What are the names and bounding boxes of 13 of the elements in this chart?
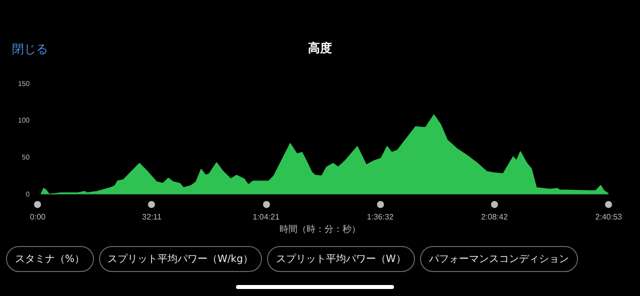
filter-button[interactable]: パフォーマンスコンディション — [420, 246, 578, 272]
x-tick-label: 1:04:21 — [252, 212, 280, 222]
x-tick-label: 1:36:32 — [366, 212, 394, 222]
x-tick-label: 2:40:53 — [595, 212, 623, 222]
x-tick-label: 2:08:42 — [481, 212, 508, 222]
filter-button[interactable]: スプリット平均パワー（W/kg） — [98, 246, 262, 272]
filter-button[interactable]: スタミナ（%） — [6, 246, 94, 272]
x-axis-title: 時間（時：分：秒） — [278, 224, 362, 236]
chart-title: 高度 — [308, 41, 332, 55]
x-tick-label: 0:00 — [30, 212, 46, 222]
x-tick-label: 32:11 — [142, 212, 162, 222]
filter-button[interactable]: スプリット平均パワー（W） — [266, 246, 415, 272]
close-link[interactable]: 閉じる — [12, 41, 48, 58]
